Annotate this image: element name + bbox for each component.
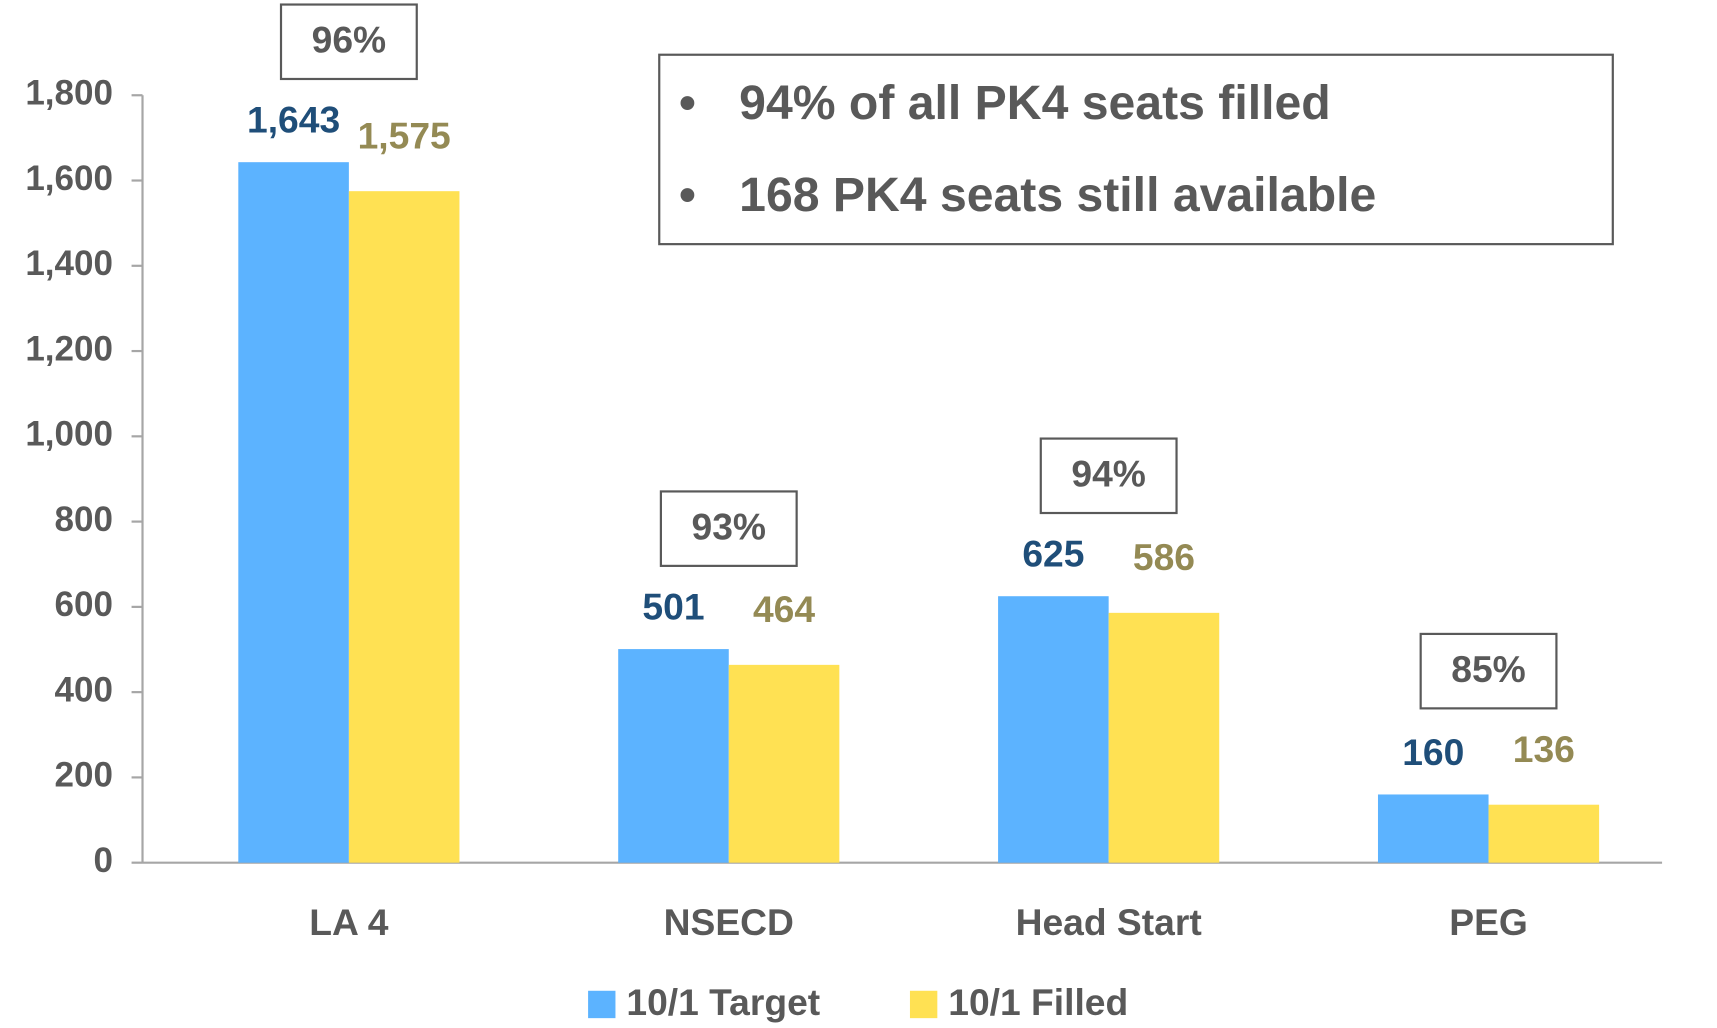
percent-box	[659, 490, 798, 567]
y-tick-label: 200	[55, 756, 113, 795]
note: 94% of all PK4 seats filled	[739, 76, 1330, 130]
legend-label: 10/1 Filled	[948, 981, 1128, 1023]
y-tick-label: 1,000	[25, 415, 113, 454]
y-tick-label: 1,400	[25, 244, 113, 283]
y-tick-label: 0	[93, 841, 112, 880]
y-tick-label: 800	[55, 500, 113, 539]
y-tick-label: 400	[55, 670, 113, 709]
value-label: 586	[1133, 536, 1195, 578]
value-label: 136	[1513, 728, 1575, 770]
y-tick-label: 1,800	[25, 73, 113, 112]
bar	[1108, 612, 1220, 863]
bullet: •	[679, 168, 696, 222]
x-tick-label: PEG	[1449, 901, 1528, 943]
x-tick-label: LA 4	[309, 901, 389, 943]
bar	[998, 596, 1109, 863]
percent-label: 96%	[312, 19, 386, 61]
x-tick-label: NSECD	[664, 901, 794, 943]
x-tick-label: Head Start	[1016, 901, 1202, 943]
y-tick-label: 1,600	[25, 159, 113, 198]
value-label: 1,643	[247, 99, 340, 141]
value-label: 160	[1402, 731, 1464, 773]
y-tick-label: 1,200	[25, 329, 113, 368]
notes-box	[658, 53, 1614, 246]
bar	[348, 191, 460, 863]
percent-label: 94%	[1071, 453, 1146, 495]
legend-swatch	[909, 990, 938, 1019]
bar	[1488, 804, 1600, 863]
legend-swatch	[588, 990, 616, 1019]
percent-label: 85%	[1451, 648, 1526, 690]
bar	[238, 162, 349, 863]
bar	[1377, 794, 1489, 863]
bullet: •	[679, 76, 696, 130]
y-tick-label: 600	[55, 585, 113, 624]
value-label: 625	[1022, 533, 1084, 575]
percent-box	[1039, 437, 1178, 515]
percent-box	[1419, 632, 1558, 710]
value-label: 501	[642, 585, 704, 627]
percent-label: 93%	[692, 506, 767, 548]
value-label: 464	[753, 588, 815, 630]
note: 168 PK4 seats still available	[739, 168, 1376, 222]
value-label: 1,575	[358, 114, 451, 156]
percent-box	[279, 3, 418, 81]
bar	[618, 649, 729, 863]
bar	[728, 664, 840, 863]
legend-label: 10/1 Target	[626, 981, 820, 1023]
